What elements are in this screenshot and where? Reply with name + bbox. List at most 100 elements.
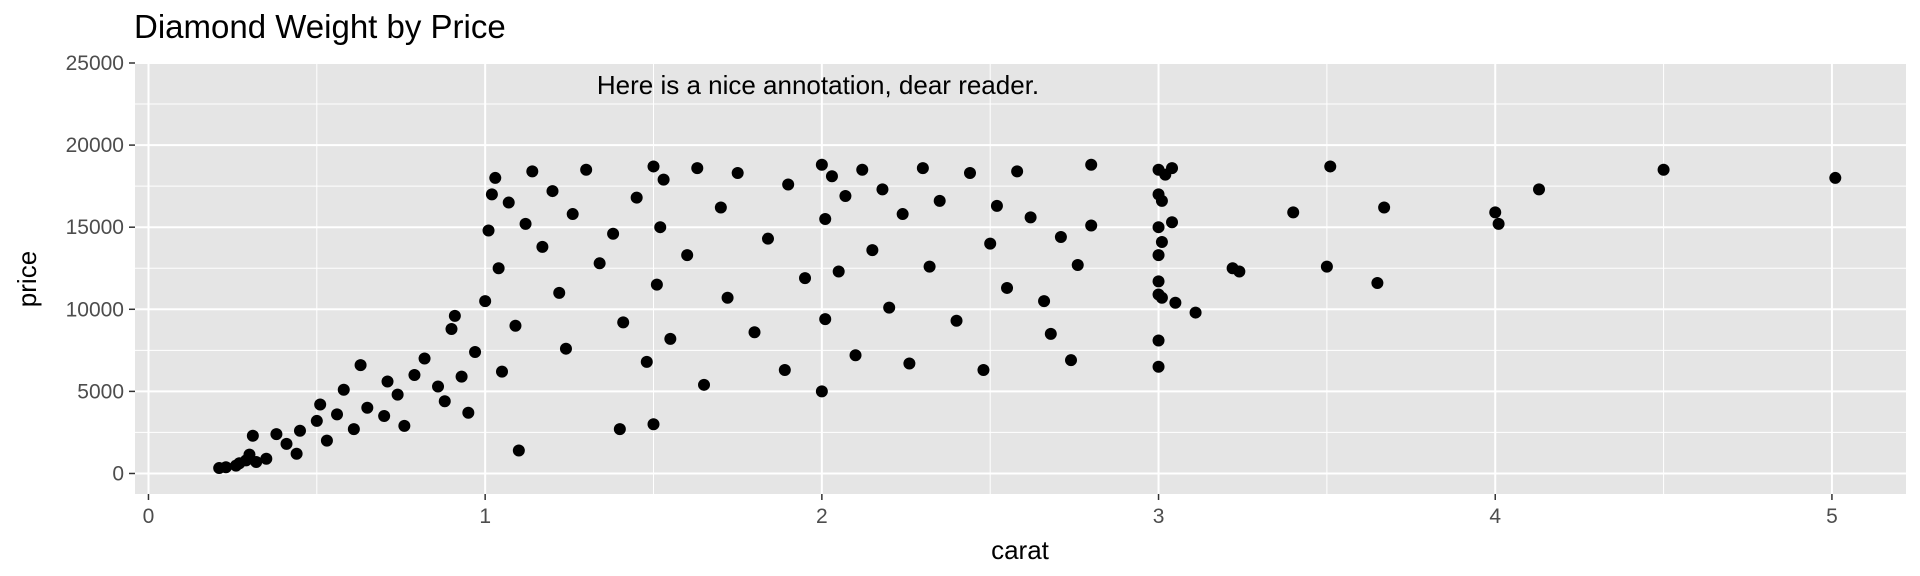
data-points: [213, 158, 1842, 475]
data-point: [526, 165, 539, 178]
data-point: [479, 295, 492, 308]
data-point: [1657, 163, 1670, 176]
data-point: [856, 163, 869, 176]
data-point: [566, 208, 579, 221]
data-point: [546, 185, 559, 198]
data-point: [849, 349, 862, 362]
data-point: [1152, 221, 1165, 234]
data-point: [553, 286, 566, 299]
data-point: [657, 173, 670, 186]
data-point: [650, 278, 663, 291]
data-point: [398, 419, 411, 432]
data-point: [1489, 206, 1502, 219]
data-point: [963, 167, 976, 180]
chart-annotation: Here is a nice annotation, dear reader.: [597, 70, 1039, 100]
data-point: [640, 355, 653, 368]
data-point: [819, 212, 832, 225]
x-tick-label: 5: [1826, 505, 1838, 528]
data-point: [361, 401, 374, 414]
data-point: [1371, 277, 1384, 290]
data-point: [1533, 183, 1546, 196]
data-point: [489, 171, 502, 184]
data-point: [1155, 235, 1168, 248]
data-point: [314, 398, 327, 411]
data-point: [984, 237, 997, 250]
data-point: [1492, 217, 1505, 230]
data-point: [1011, 165, 1024, 178]
data-point: [681, 249, 694, 262]
data-point: [250, 455, 263, 468]
data-point: [698, 378, 711, 391]
data-point: [748, 326, 761, 339]
data-point: [839, 189, 852, 202]
x-tick-label: 0: [143, 505, 155, 528]
data-point: [280, 437, 293, 450]
data-point: [876, 183, 889, 196]
data-point: [1085, 158, 1098, 171]
data-point: [1189, 306, 1202, 319]
data-point: [819, 313, 832, 326]
data-point: [607, 227, 620, 240]
y-tick-label: 15000: [66, 216, 124, 239]
data-point: [492, 262, 505, 275]
data-point: [219, 461, 232, 474]
data-point: [293, 424, 306, 437]
y-tick-label: 0: [112, 462, 124, 485]
data-point: [1166, 162, 1179, 175]
data-point: [438, 395, 451, 408]
data-point: [903, 357, 916, 370]
x-tick-label: 4: [1489, 505, 1501, 528]
x-axis-title: carat: [991, 535, 1050, 565]
data-point: [331, 408, 344, 421]
data-point: [1044, 327, 1057, 340]
data-point: [502, 196, 515, 209]
data-point: [815, 385, 828, 398]
data-point: [320, 434, 333, 447]
y-tick-label: 10000: [66, 298, 124, 321]
data-point: [950, 314, 963, 327]
data-point: [1001, 281, 1014, 294]
data-point: [381, 375, 394, 388]
data-point: [630, 191, 643, 204]
data-point: [825, 170, 838, 183]
data-point: [1287, 206, 1300, 219]
data-point: [1152, 249, 1165, 262]
data-point: [1324, 160, 1337, 173]
data-point: [418, 352, 431, 365]
data-point: [654, 221, 667, 234]
data-point: [1155, 291, 1168, 304]
data-point: [260, 452, 273, 465]
data-point: [512, 444, 525, 457]
data-point: [832, 265, 845, 278]
data-point: [485, 188, 498, 201]
y-tick-label: 5000: [77, 380, 124, 403]
data-point: [647, 160, 660, 173]
data-point: [469, 345, 482, 358]
data-point: [617, 316, 630, 329]
data-point: [445, 322, 458, 335]
data-point: [391, 388, 404, 401]
data-point: [1320, 260, 1333, 273]
data-point: [1152, 334, 1165, 347]
data-point: [990, 199, 1003, 212]
chart-title: Diamond Weight by Price: [134, 8, 506, 45]
y-axis: 0 5000 10000 15000 20000 25000: [66, 52, 135, 485]
data-point: [691, 162, 704, 175]
data-point: [1065, 354, 1078, 367]
data-point: [482, 224, 495, 237]
data-point: [923, 260, 936, 273]
data-point: [310, 414, 323, 427]
data-point: [347, 423, 360, 436]
plot-panel: [135, 63, 1906, 494]
data-point: [270, 428, 283, 441]
minor-gridlines: [135, 63, 1906, 494]
data-point: [1155, 194, 1168, 207]
data-point: [761, 232, 774, 245]
data-point: [455, 370, 468, 383]
data-point: [1829, 171, 1842, 184]
data-point: [799, 272, 812, 285]
data-point: [714, 201, 727, 214]
x-tick-label: 1: [479, 505, 491, 528]
data-point: [1378, 201, 1391, 214]
